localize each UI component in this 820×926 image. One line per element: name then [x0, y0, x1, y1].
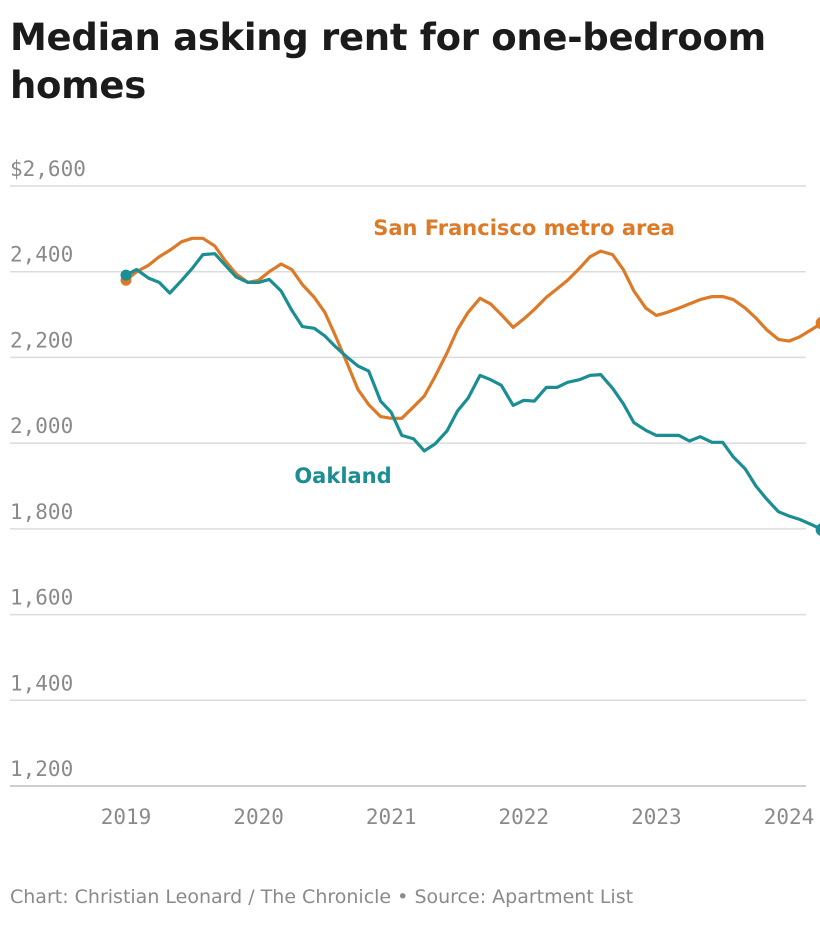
y-tick-label: 1,800: [10, 500, 73, 524]
x-tick-label: 2024: [764, 805, 815, 829]
y-tick-label: 2,400: [10, 243, 73, 267]
y-tick-label: 1,200: [10, 757, 73, 781]
x-tick-label: 2020: [233, 805, 284, 829]
series-label-oakland: Oakland: [294, 464, 391, 488]
series-labels: San Francisco metro area Oakland: [294, 216, 674, 488]
y-tick-label: 2,200: [10, 328, 73, 352]
y-tick-label: 2,000: [10, 414, 73, 438]
chart-title: Median asking rent for one-bedroom homes: [10, 16, 766, 107]
series-end-point-san-francisco-metro-area: [815, 317, 820, 330]
x-tick-label: 2021: [366, 805, 417, 829]
series-lines: [120, 236, 820, 536]
series-start-point-oakland: [120, 269, 132, 281]
footer-separator: •: [397, 886, 409, 908]
grid-lines: [10, 185, 806, 787]
y-tick-label: $2,600: [10, 157, 86, 181]
chart-credit: Chart: Christian Leonard / The Chronicle: [10, 886, 392, 908]
x-tick-label: 2022: [499, 805, 550, 829]
series-end-point-oakland: [815, 523, 820, 536]
y-axis-labels: $2,600 2,400 2,200 2,000 1,800 1,600 1,400 1,20…: [10, 157, 86, 781]
series-label-san-francisco-metro-area: San Francisco metro area: [373, 216, 675, 240]
x-tick-label: 2019: [101, 805, 152, 829]
chart-footer: Chart: Christian Leonard / The Chronicle…: [10, 886, 633, 908]
y-tick-label: 1,600: [10, 586, 73, 610]
line-chart: $2,600 2,400 2,200 2,000 1,800 1,600 1,400 1,20…: [10, 157, 820, 829]
x-tick-label: 2023: [631, 805, 682, 829]
x-axis-labels: 2019 2020 2021 2022 2023 2024: [101, 805, 815, 829]
series-line-oakland: [124, 252, 820, 531]
y-tick-label: 1,400: [10, 671, 73, 695]
chart-source: Source: Apartment List: [414, 886, 634, 908]
